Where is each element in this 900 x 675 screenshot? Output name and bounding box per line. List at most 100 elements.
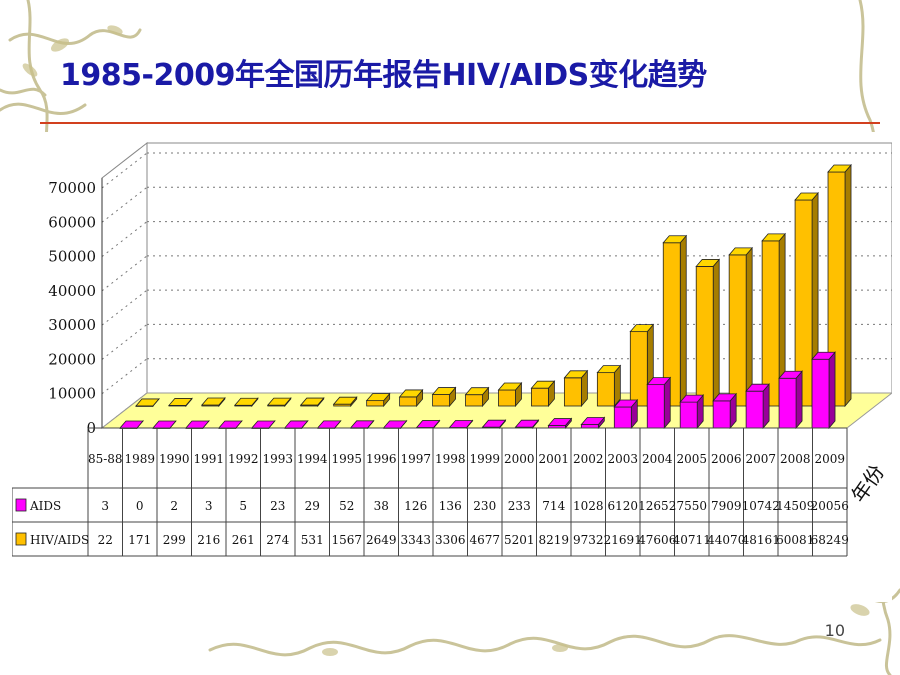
hiv-bar-group — [563, 369, 589, 408]
hiv-bar-face — [365, 393, 391, 402]
hiv-bar-group — [728, 246, 754, 408]
chart-area: 0 10000 20000 30000 40000 50000 60000 70000 85-8… — [11, 132, 894, 602]
category-label: 1991 — [193, 452, 224, 466]
aids-legend-label: AIDS — [29, 499, 61, 513]
aids-value-label: 29 — [305, 499, 320, 513]
y-tick-label: 20000 — [48, 350, 96, 368]
category-label: 1993 — [262, 452, 293, 466]
aids-value-label: 23 — [270, 499, 285, 513]
hiv-bar-face — [332, 396, 358, 405]
aids-value-label: 7909 — [711, 499, 742, 513]
hiv-bar — [498, 389, 516, 407]
aids-value-label: 5 — [239, 499, 247, 513]
y-tick-label: 40000 — [48, 282, 96, 300]
hiv-bar — [761, 240, 780, 407]
aids-bar — [745, 390, 764, 429]
category-label: 2006 — [711, 452, 742, 466]
aids-bar-group — [646, 376, 672, 430]
hiv-bar — [399, 396, 418, 407]
x-axis-label: 年份 — [846, 460, 889, 507]
hiv-bar-face — [266, 397, 292, 406]
aids-bar-group — [778, 370, 803, 430]
aids-value-label: 3 — [205, 499, 213, 513]
hiv-bar-face — [464, 387, 490, 396]
aids-bar-group — [514, 419, 540, 430]
category-label: 2008 — [780, 452, 811, 466]
hiv-bar-face — [431, 387, 457, 395]
hiv-bar — [596, 372, 615, 407]
aids-bar-group — [481, 419, 507, 430]
hiv-bar-face — [233, 397, 259, 406]
hiv-bar-face — [135, 398, 160, 407]
aids-bar-face — [663, 376, 671, 430]
hiv-value-label: 2649 — [366, 533, 397, 547]
hiv-value-label: 261 — [232, 533, 255, 547]
category-label: 1996 — [366, 452, 397, 466]
page-number: 10 — [824, 621, 845, 640]
hiv-bar-group — [398, 388, 424, 408]
hiv-bar-group — [332, 396, 358, 408]
aids-bar-face — [613, 399, 639, 408]
hiv-bar-face — [794, 192, 819, 201]
aids-bar-face — [547, 418, 573, 426]
hiv-bar-face — [530, 380, 556, 389]
aids-value-label: 38 — [374, 499, 389, 513]
aids-value-label: 20056 — [811, 499, 849, 513]
hiv-bar-group — [827, 163, 852, 408]
hiv-bar-group — [497, 381, 523, 408]
hiv-legend-swatch — [15, 532, 27, 546]
hiv-bar-group — [299, 396, 325, 408]
hiv-value-label: 48161 — [742, 533, 780, 547]
hiv-aids-trend-chart: 0 10000 20000 30000 40000 50000 60000 70000 85-8… — [11, 141, 894, 557]
hiv-value-label: 9732 — [573, 533, 604, 547]
category-label: 1992 — [228, 452, 259, 466]
category-label: 2001 — [538, 452, 569, 466]
aids-bar-group — [712, 392, 738, 430]
aids-value-label: 12652 — [638, 499, 676, 513]
hiv-bar-face — [662, 235, 688, 244]
hiv-bar-group — [233, 397, 259, 408]
aids-value-label: 714 — [542, 499, 565, 513]
hiv-bar-face — [201, 397, 226, 406]
aids-bar — [778, 377, 797, 429]
aids-value-label: 2 — [170, 499, 178, 513]
hiv-value-label: 21691 — [604, 533, 642, 547]
aids-bar-face — [778, 370, 803, 379]
side-wall — [101, 141, 148, 430]
y-tick-label: 60000 — [48, 213, 96, 231]
category-label: 2000 — [504, 452, 535, 466]
aids-bar — [613, 406, 632, 429]
hiv-bar-group — [794, 191, 819, 408]
hiv-bar-group — [135, 397, 160, 408]
title-divider — [40, 122, 880, 124]
hiv-bar-group — [266, 397, 292, 408]
hiv-bar-face — [398, 389, 424, 398]
y-tick-label: 30000 — [48, 316, 96, 334]
aids-bar-face — [712, 393, 738, 402]
hiv-bar — [531, 387, 549, 407]
category-label: 2007 — [745, 452, 776, 466]
hiv-bar-face — [761, 233, 786, 242]
category-label: 1990 — [159, 452, 190, 466]
hiv-value-label: 216 — [197, 533, 220, 547]
hiv-bar — [629, 331, 648, 407]
aids-value-label: 136 — [439, 499, 462, 513]
hiv-legend-label: HIV/AIDS — [30, 533, 89, 547]
category-label: 1989 — [124, 452, 155, 466]
aids-value-label: 6120 — [607, 499, 638, 513]
aids-bar-group — [811, 351, 836, 430]
aids-value-label: 10742 — [742, 499, 780, 513]
hiv-value-label: 40711 — [673, 533, 711, 547]
hiv-value-label: 4677 — [469, 533, 500, 547]
aids-bar-face — [481, 419, 507, 428]
hiv-bar-group — [464, 386, 490, 408]
aids-bar-face — [795, 370, 803, 430]
aids-bar-group — [547, 417, 573, 430]
aids-legend-swatch — [15, 498, 27, 512]
hiv-bar-face — [712, 258, 720, 408]
hiv-value-label: 44070 — [707, 533, 745, 547]
hiv-value-label: 299 — [163, 533, 186, 547]
category-label: 2003 — [607, 452, 638, 466]
aids-bar-face — [762, 383, 770, 430]
slide-title: 1985-2009年全国历年报告HIV/AIDS变化趋势 — [60, 58, 707, 93]
